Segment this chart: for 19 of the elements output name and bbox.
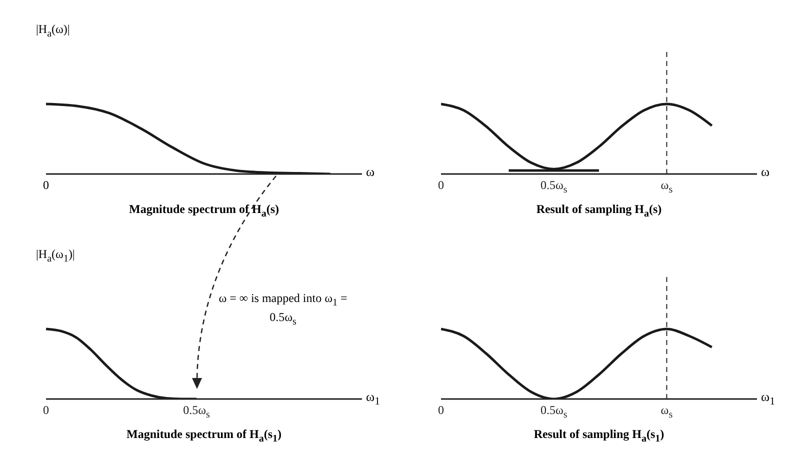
y-axis-title: |H$_{a}$(ω$_{1}$)| [36,247,75,264]
text: Result of sampling H$_{a}$(s$_{1}$) [532,427,666,444]
x-tick-label: 0 [42,403,50,418]
x-tick-label: 0 [437,403,445,418]
x-tick-label: 0.5ω$_{s}$ [182,403,211,420]
x-axis-title: ω$_{1}$ [761,389,775,408]
y-axis-title: |H$_{a}$(ω)| [36,22,70,40]
x-tick-label: 0.5ω$_{s}$ [539,178,568,196]
text: Magnitude spectrum of H$_{a}$(s$_{1}$) [126,427,282,444]
x-tick-label: ω$_{s}$ [660,403,674,420]
text: ω = ∞ is mapped into ω$_{1}$ = 0.5ω$_{s}$ [218,291,348,328]
x-tick-label: ω$_{s}$ [660,178,674,196]
x-axis-title: ω$_{1}$ [366,389,380,408]
text: Magnitude spectrum of H$_{a}$(s) [128,202,280,220]
text: Result of sampling H$_{a}$(s) [535,202,663,220]
x-tick-label: 0.5ω$_{s}$ [539,403,568,420]
x-axis-title: ω [761,164,770,180]
x-axis-title: ω [366,164,375,180]
x-tick-label: 0 [437,178,445,193]
